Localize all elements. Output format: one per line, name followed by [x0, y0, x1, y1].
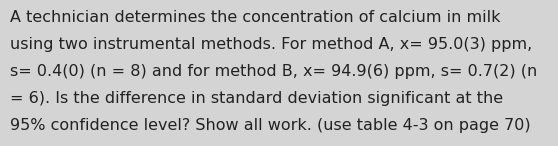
Text: 95% confidence level? Show all work. (use table 4-3 on page 70): 95% confidence level? Show all work. (us… [10, 118, 531, 133]
Text: s= 0.4(0) (n = 8) and for method B, x= 94.9(6) ppm, s= 0.7(2) (n: s= 0.4(0) (n = 8) and for method B, x= 9… [10, 64, 537, 79]
Text: = 6). Is the difference in standard deviation significant at the: = 6). Is the difference in standard devi… [10, 91, 503, 106]
Text: using two instrumental methods. For method A, x= 95.0(3) ppm,: using two instrumental methods. For meth… [10, 37, 532, 52]
Text: A technician determines the concentration of calcium in milk: A technician determines the concentratio… [10, 10, 501, 25]
